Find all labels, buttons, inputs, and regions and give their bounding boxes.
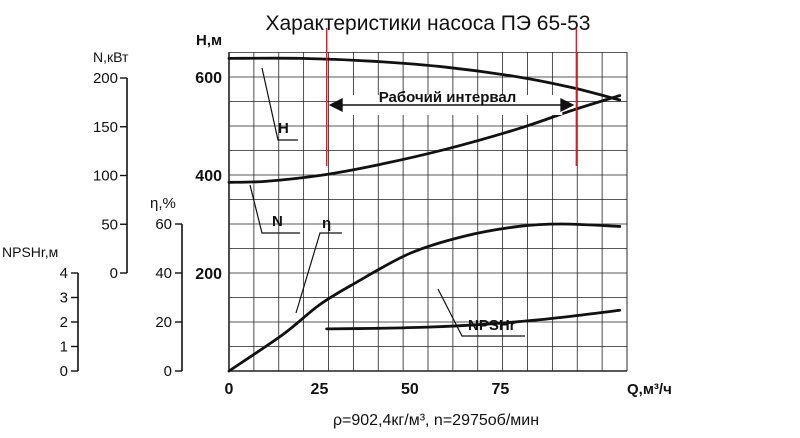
npshr-axis-label: NPSHr,м — [2, 244, 58, 260]
n-axis-tick-label: 50 — [101, 216, 118, 233]
eta-axis-tick-label: 20 — [155, 314, 172, 331]
npshr-leader — [437, 288, 525, 337]
eta-axis-tick-label: 60 — [155, 216, 172, 233]
h-tick-label: 200 — [195, 266, 222, 283]
series-H-line — [227, 56, 622, 102]
h-leader — [261, 67, 298, 141]
series-N-line — [227, 94, 622, 184]
eta-curve-label: ƞ — [322, 215, 331, 232]
curve-labels: H N ƞ NPSHr — [249, 67, 525, 337]
x-tick-label: 25 — [311, 381, 329, 398]
x-tick-label: 0 — [225, 381, 234, 398]
eta-axis-tick-label: 40 — [155, 265, 172, 282]
npshr-axis-tick-label: 0 — [60, 363, 68, 380]
x-axis-label: Q,м³/ч — [627, 381, 672, 398]
x-tick-label: 75 — [491, 381, 509, 398]
eta-axis: 0 20 40 60 — [155, 216, 183, 380]
npshr-axis-tick-label: 4 — [60, 265, 68, 282]
series-eta-line — [227, 222, 622, 373]
n-axis-tick-label: 150 — [93, 119, 118, 136]
interval-label: Рабочий интервал — [379, 89, 517, 106]
x-axis-ticks: 0 25 50 75 — [225, 381, 510, 398]
n-axis-label: N,кВт — [93, 49, 129, 65]
series-NPSHr-line — [325, 308, 622, 331]
eta-axis-tick-label: 0 — [164, 363, 172, 380]
n-axis-tick-label: 0 — [110, 265, 118, 282]
pump-conditions: ρ=902,4кг/м³, n=2975об/мин — [333, 412, 539, 429]
curves — [227, 56, 622, 373]
h-axis-label: H,м — [196, 32, 222, 49]
h-tick-label: 600 — [195, 70, 222, 87]
n-leader — [249, 184, 300, 234]
chart-title: Характеристики насоса ПЭ 65-53 — [266, 12, 591, 35]
n-curve-label: N — [272, 213, 283, 230]
h-curve-label: H — [278, 120, 289, 137]
n-axis-tick-label: 200 — [93, 70, 118, 87]
npshr-axis-tick-label: 3 — [60, 290, 68, 307]
h-tick-label: 400 — [195, 168, 222, 185]
eta-axis-label: ƞ,% — [150, 195, 176, 212]
eta-leader — [295, 232, 342, 314]
npshr-curve-label: NPSHr — [468, 317, 516, 334]
work-interval: Рабочий интервал — [325, 28, 578, 166]
n-axis: 0 50 100 150 200 — [93, 70, 128, 282]
interval-arrow-right — [560, 98, 575, 112]
n-axis-tick-label: 100 — [93, 168, 118, 185]
h-axis-ticks: 200 400 600 — [195, 70, 222, 283]
interval-arrow-left — [328, 98, 343, 112]
npshr-axis-tick-label: 2 — [60, 314, 68, 331]
npshr-axis: 0 1 2 3 4 — [60, 265, 79, 380]
x-tick-label: 50 — [401, 381, 419, 398]
npshr-axis-tick-label: 1 — [60, 339, 68, 356]
